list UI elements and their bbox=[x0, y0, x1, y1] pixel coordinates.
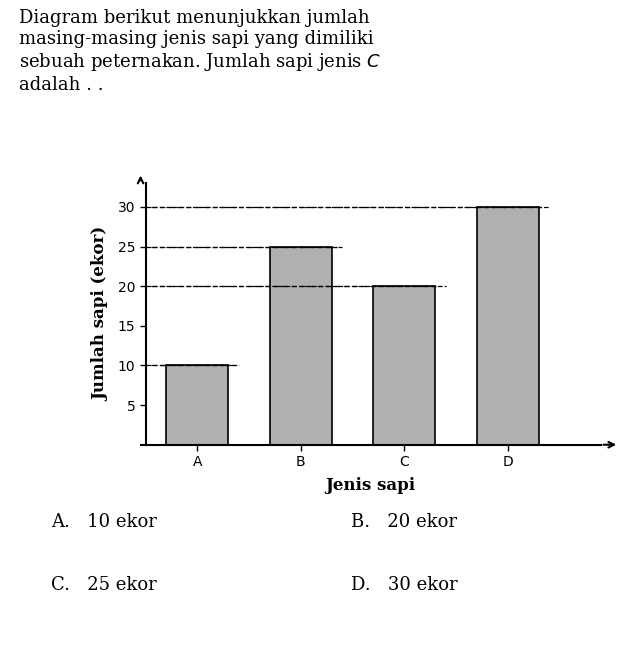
Text: C.   25 ekor: C. 25 ekor bbox=[51, 576, 157, 594]
X-axis label: Jenis sapi: Jenis sapi bbox=[325, 477, 416, 494]
Text: B.   20 ekor: B. 20 ekor bbox=[351, 513, 458, 531]
Bar bbox=[270, 247, 332, 445]
Text: Diagram berikut menunjukkan jumlah
masing-masing jenis sapi yang dimiliki
sebuah: Diagram berikut menunjukkan jumlah masin… bbox=[19, 9, 381, 94]
Bar bbox=[373, 286, 435, 445]
Text: D.   30 ekor: D. 30 ekor bbox=[351, 576, 458, 594]
Bar bbox=[166, 366, 229, 445]
Text: A.   10 ekor: A. 10 ekor bbox=[51, 513, 157, 531]
Y-axis label: Jumlah sapi (ekor): Jumlah sapi (ekor) bbox=[93, 227, 109, 401]
Bar bbox=[477, 207, 539, 445]
